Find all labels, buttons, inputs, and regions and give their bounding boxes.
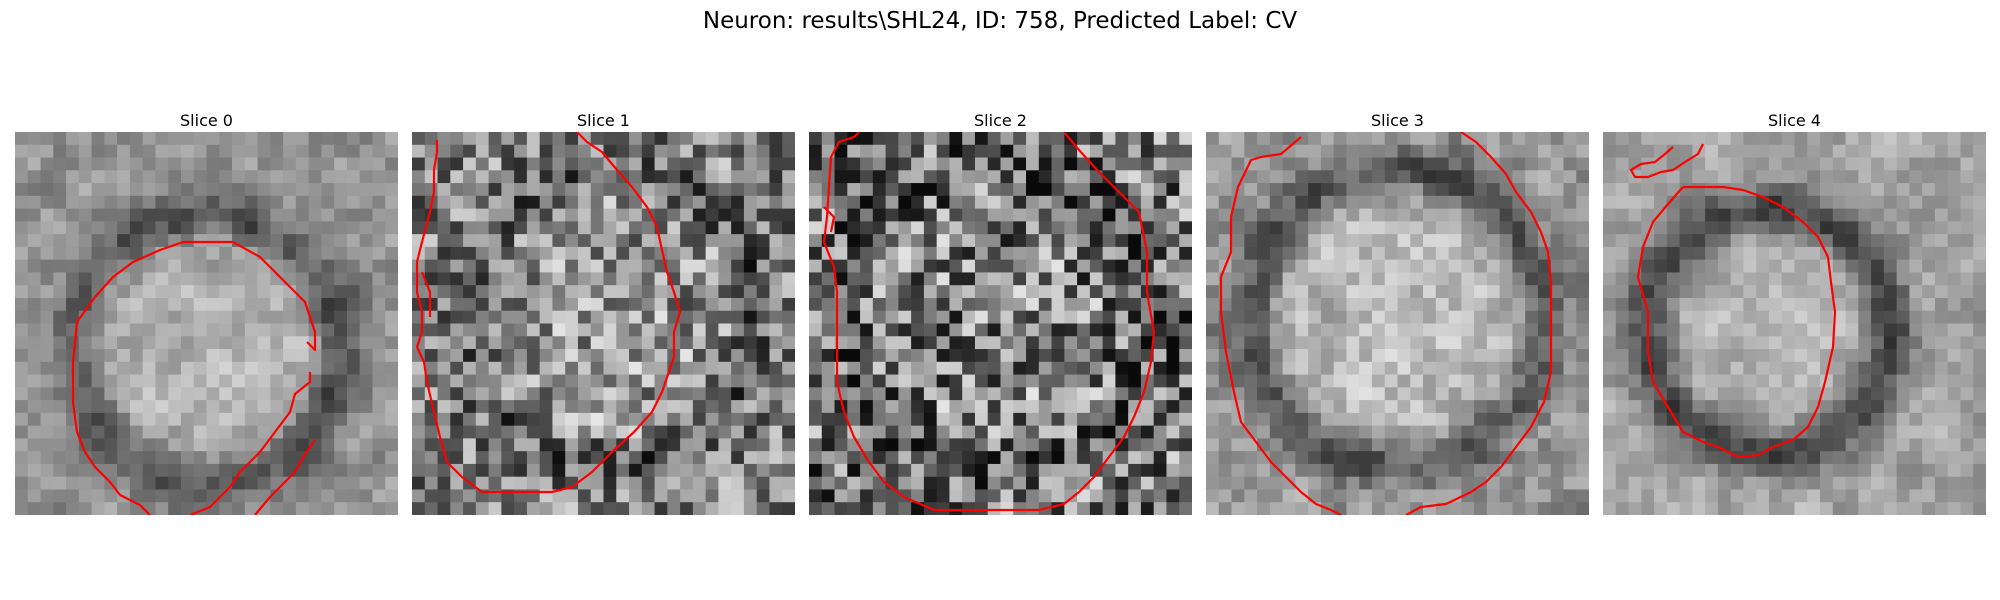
- contour-line: [1629, 143, 1704, 179]
- contour-line: [71, 240, 317, 515]
- contour-line: [1636, 185, 1837, 459]
- slice-panel-3: Slice 3: [1206, 110, 1589, 515]
- slice-title-1: Slice 1: [577, 111, 630, 130]
- slice-image-3: [1206, 132, 1589, 515]
- slice-image-0: [15, 132, 398, 515]
- slice-title-3: Slice 3: [1371, 111, 1424, 130]
- contour-line: [189, 372, 312, 515]
- slice-title-2: Slice 2: [974, 111, 1027, 130]
- contour-line: [415, 132, 682, 494]
- slice-panel-0: Slice 0: [15, 110, 398, 515]
- slice-title-0: Slice 0: [180, 111, 233, 130]
- figure-title: Neuron: results\SHL24, ID: 758, Predicte…: [702, 8, 1298, 34]
- contour-line: [823, 206, 836, 233]
- contour-line: [1405, 132, 1553, 515]
- contour-line: [1219, 136, 1342, 515]
- slice-image-2: [809, 132, 1192, 515]
- slice-title-4: Slice 4: [1768, 111, 1821, 130]
- slice-image-4: [1603, 132, 1986, 515]
- contour-line: [822, 132, 1156, 512]
- slice-panel-4: Slice 4: [1603, 110, 1986, 515]
- slice-panel-2: Slice 2: [809, 110, 1192, 515]
- slice-panel-1: Slice 1: [412, 110, 795, 515]
- contour-line: [420, 271, 432, 317]
- contour-line: [254, 439, 316, 515]
- slice-image-1: [412, 132, 795, 515]
